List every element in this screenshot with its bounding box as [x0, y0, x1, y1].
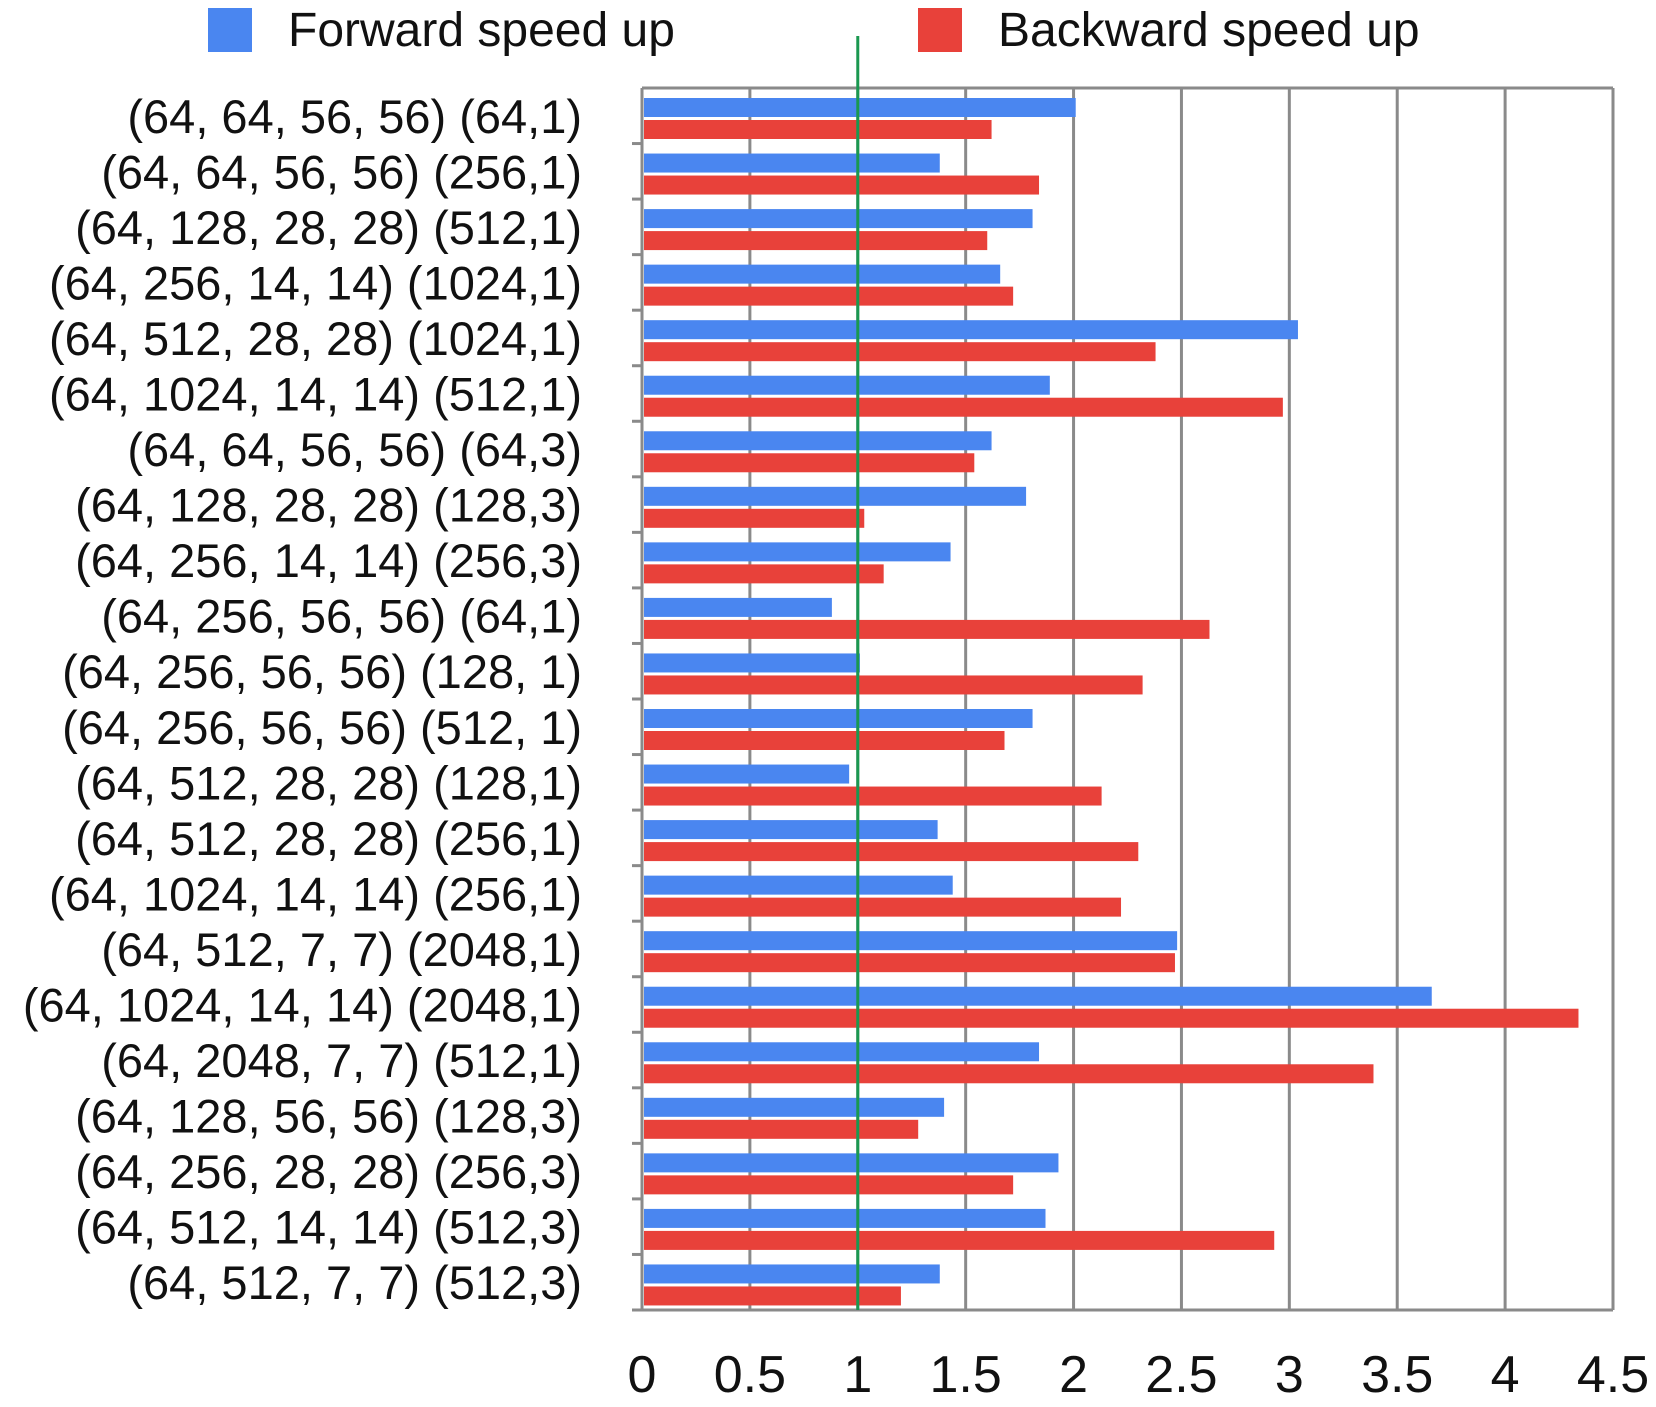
bar-backward [644, 120, 992, 139]
bar-forward [644, 986, 1432, 1006]
legend-swatch-forward [208, 8, 252, 52]
bar-forward [644, 153, 940, 173]
bar-forward [644, 1264, 940, 1284]
x-tick-label: 0 [628, 1346, 657, 1402]
bar-backward [644, 564, 884, 584]
y-tick-label: (64, 512, 7, 7) (2048,1) [101, 923, 582, 976]
y-tick-label: (64, 64, 56, 56) (256,1) [101, 145, 582, 198]
y-tick-label: (64, 256, 28, 28) (256,3) [75, 1145, 582, 1198]
bar-backward [644, 175, 1040, 195]
bar-forward [644, 653, 860, 673]
bar-forward [644, 1042, 1040, 1062]
legend-item-backward: Backward speed up [918, 0, 1420, 60]
bar-backward [644, 231, 988, 251]
bar-backward [644, 675, 1143, 695]
bar-forward [644, 820, 938, 840]
bar-backward [644, 397, 1283, 417]
bar-backward [644, 286, 1014, 306]
bar-backward [644, 1119, 919, 1139]
x-tick-label: 4.5 [1577, 1346, 1649, 1402]
bar-backward [644, 1064, 1374, 1084]
legend-label-backward: Backward speed up [998, 3, 1420, 57]
x-tick-label: 0.5 [714, 1346, 786, 1402]
x-tick-label: 3.5 [1361, 1346, 1433, 1402]
y-tick-label: (64, 64, 56, 56) (64,3) [127, 423, 582, 476]
bar-forward [644, 486, 1027, 506]
bar-forward [644, 209, 1033, 229]
bar-forward [644, 320, 1298, 340]
y-tick-label: (64, 2048, 7, 7) (512,1) [101, 1034, 582, 1087]
y-tick-label: (64, 512, 28, 28) (256,1) [75, 812, 582, 865]
legend-item-forward: Forward speed up [208, 0, 675, 60]
bar-backward [644, 1230, 1275, 1250]
y-tick-label: (64, 1024, 14, 14) (2048,1) [23, 979, 582, 1032]
bar-backward [644, 342, 1156, 362]
bar-forward [644, 1097, 945, 1117]
y-tick-label: (64, 512, 14, 14) (512,3) [75, 1201, 582, 1254]
bar-forward [644, 375, 1050, 395]
bar-backward [644, 1175, 1014, 1195]
bar-backward [644, 619, 1210, 639]
y-tick-label: (64, 256, 14, 14) (1024,1) [49, 256, 582, 309]
y-tick-label: (64, 64, 56, 56) (64,1) [127, 90, 582, 143]
y-tick-label: (64, 256, 56, 56) (128, 1) [62, 645, 582, 698]
y-tick-label: (64, 128, 56, 56) (128,3) [75, 1090, 582, 1143]
y-tick-label: (64, 512, 7, 7) (512,3) [127, 1256, 582, 1309]
bar-forward [644, 875, 953, 895]
x-tick-label: 2 [1059, 1346, 1088, 1402]
x-tick-label: 1 [843, 1346, 872, 1402]
bar-forward [644, 98, 1076, 117]
y-tick-label: (64, 1024, 14, 14) (512,1) [49, 368, 582, 421]
bar-forward [644, 931, 1178, 951]
y-tick-label: (64, 1024, 14, 14) (256,1) [49, 867, 582, 920]
legend-label-forward: Forward speed up [288, 3, 675, 57]
legend-swatch-backward [918, 8, 962, 52]
x-tick-label: 4 [1491, 1346, 1520, 1402]
bar-backward [644, 842, 1139, 862]
bar-forward [644, 597, 832, 617]
bar-backward [644, 786, 1102, 806]
y-tick-label: (64, 128, 28, 28) (512,1) [75, 201, 582, 254]
bar-forward [644, 764, 850, 784]
x-tick-label: 1.5 [930, 1346, 1002, 1402]
bar-forward [644, 1153, 1059, 1173]
bar-forward [644, 709, 1033, 728]
bar-forward [644, 1208, 1046, 1228]
bar-forward [644, 542, 951, 562]
bar-backward [644, 1286, 901, 1306]
bar-backward [644, 731, 1005, 750]
bar-forward [644, 431, 992, 451]
x-tick-label: 3 [1275, 1346, 1304, 1402]
bar-backward [644, 453, 975, 473]
bar-forward [644, 264, 1001, 284]
legend: Forward speed up Backward speed up [0, 0, 1656, 60]
y-tick-label: (64, 512, 28, 28) (1024,1) [49, 312, 582, 365]
x-tick-label: 2.5 [1145, 1346, 1217, 1402]
y-tick-label: (64, 512, 28, 28) (128,1) [75, 756, 582, 809]
bar-backward [644, 953, 1175, 973]
y-tick-label: (64, 256, 56, 56) (512, 1) [62, 701, 582, 754]
y-tick-label: (64, 256, 14, 14) (256,3) [75, 534, 582, 587]
bar-backward [644, 1008, 1579, 1028]
bar-backward [644, 508, 865, 528]
y-tick-label: (64, 256, 56, 56) (64,1) [101, 590, 582, 643]
bar-backward [644, 897, 1122, 917]
y-tick-label: (64, 128, 28, 28) (128,3) [75, 479, 582, 532]
